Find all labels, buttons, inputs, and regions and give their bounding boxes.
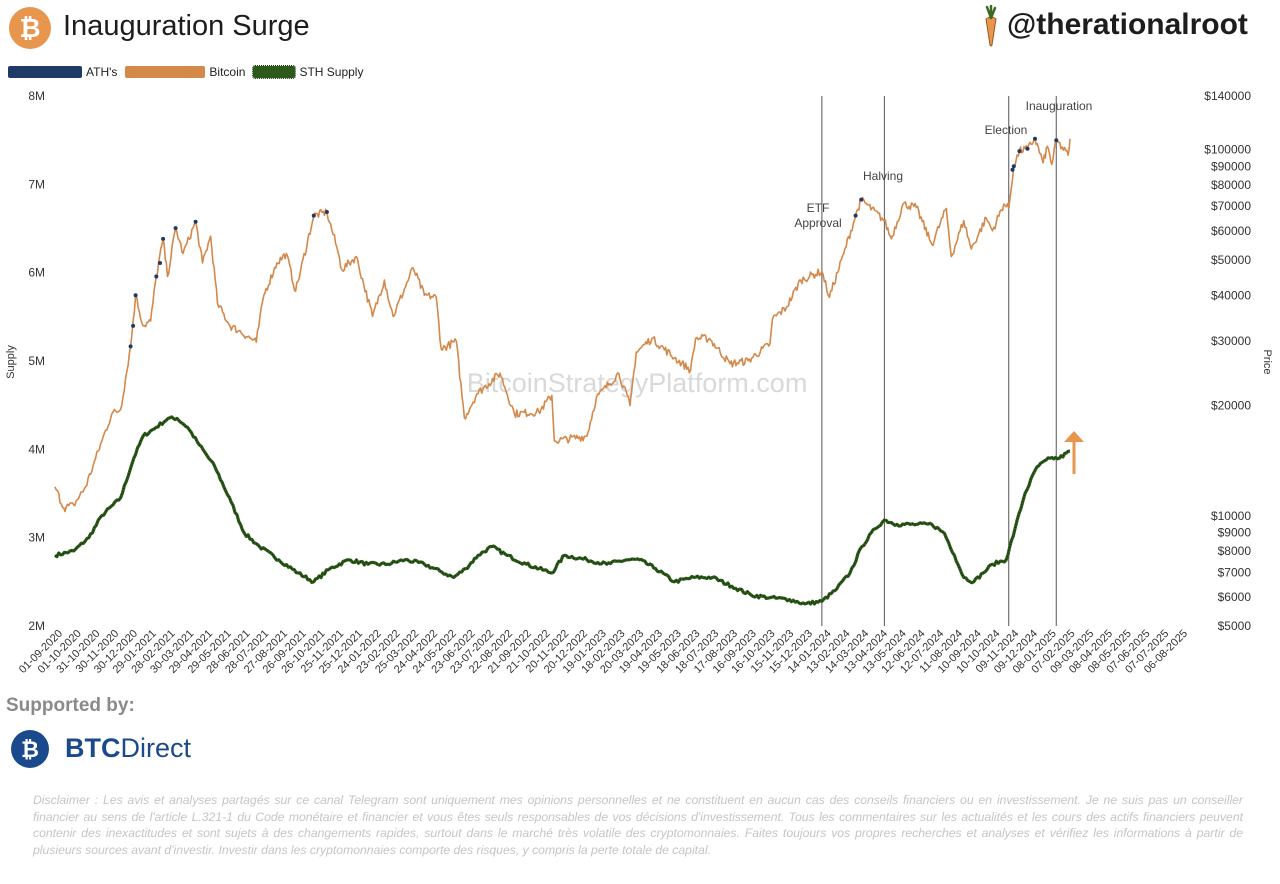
ath-point [133,293,138,298]
event-label: Approval [794,216,841,230]
y-right-tick-label: $6000 [1218,590,1252,604]
y-left-tick-label: 3M [28,531,45,545]
legend-item-ath: ATH's [8,65,117,79]
event-label: Halving [863,169,903,183]
bitcoin-logo-glyph: ₿ [19,14,40,44]
legend-item-bitcoin: Bitcoin [125,65,245,79]
legend: ATH's Bitcoin STH Supply [8,64,371,80]
y-right-tick-label: $60000 [1211,224,1251,238]
legend-label-bitcoin: Bitcoin [209,65,246,79]
chart-title: Inauguration Surge [63,10,310,42]
legend-swatch-ath [8,66,82,78]
up-arrow-icon [1064,431,1084,474]
y-left-tick-label: 2M [28,619,45,633]
ath-point [1033,136,1037,141]
y-right-tick-label: $30000 [1211,334,1251,348]
y-left-axis-label: Supply [5,345,17,379]
legend-label-ath: ATH's [86,65,118,79]
x-axis: 01-09-202001-10-202031-10-202030-11-2020… [17,628,1190,676]
sth-supply-line [54,415,1071,606]
y-right-tick-label: $70000 [1211,199,1251,213]
y-left-tick-label: 5M [28,354,45,368]
ath-point [173,226,178,231]
ath-point [311,213,316,218]
y-left-tick-label: 8M [28,89,45,103]
sponsor-name-bold: BTC [65,733,121,763]
legend-swatch-sth-supply [252,65,297,79]
y-left-tick-label: 4M [28,442,45,456]
y-right-tick-label: $50000 [1211,253,1251,267]
y-right-tick-label: $10000 [1211,509,1251,523]
y-left-tick-label: 7M [28,177,45,191]
supported-by-label: Supported by: [6,695,135,716]
y-right-tick-label: $5000 [1218,619,1252,633]
y-right-axis-label: Price [1261,349,1273,374]
sponsor-name-regular: Direct [120,733,192,763]
ath-point [158,261,162,265]
ath-point [1054,138,1059,143]
btcdirect-logo-glyph: ₿ [21,738,39,763]
y-right-tick-label: $90000 [1211,159,1251,173]
y-right-tick-label: $80000 [1211,178,1251,192]
y-right-tick-label: $20000 [1211,399,1251,413]
ath-point [154,274,159,279]
event-label: Inauguration [1026,99,1093,113]
ath-point [324,210,329,214]
ath-point [161,236,166,241]
ath-point [859,197,864,202]
ath-point [128,344,133,349]
ath-point [1011,164,1016,169]
disclaimer-text: Disclaimer : Les avis et analyses partag… [33,793,1243,857]
y-right-tick-label: $7000 [1218,565,1252,579]
bitcoin-series [54,138,1071,513]
btcdirect-logo-icon: ₿ [11,730,49,768]
y-left-tick-label: 6M [28,266,45,280]
event-label: ETF [807,201,830,215]
bitcoin-logo-icon: ₿ [9,7,51,49]
left-axis: 2M 3M 4M 5M 6M 7M 8M [28,89,45,633]
legend-label-sth-supply: STH Supply [299,65,364,79]
chart-canvas: 2M 3M 4M 5M 6M 7M 8M $5000 $6000 $7000 $8000 $9000… [5,89,1273,676]
watermark: BitcoinStrategyPlatform.com [467,368,808,398]
legend-item-sth-supply: STH Supply [252,65,364,79]
sponsor-name: BTCDirect [65,733,191,764]
y-right-tick-label: $9000 [1218,526,1252,540]
y-right-tick-label: $140000 [1204,89,1251,103]
y-right-tick-label: $8000 [1218,544,1252,558]
legend-swatch-bitcoin [125,66,206,78]
ath-point [131,323,136,328]
ath-point [1025,146,1030,151]
event-label: Election [985,123,1028,137]
sth-supply-line-texture [54,416,1071,606]
y-right-tick-label: $100000 [1204,143,1251,157]
y-right-tick-label: $40000 [1211,288,1251,302]
ath-point [1017,149,1022,154]
ath-point [853,213,858,218]
ath-series [128,136,1059,349]
carrot-icon [985,5,997,47]
bitcoin-price-line [54,138,1071,513]
author-handle: @therationalroot [1007,8,1248,41]
ath-point [193,219,198,224]
ath-point [1010,167,1015,172]
right-axis: $5000 $6000 $7000 $8000 $9000 $10000 $20000 $30… [1204,89,1251,633]
sth-supply-series [54,415,1071,606]
